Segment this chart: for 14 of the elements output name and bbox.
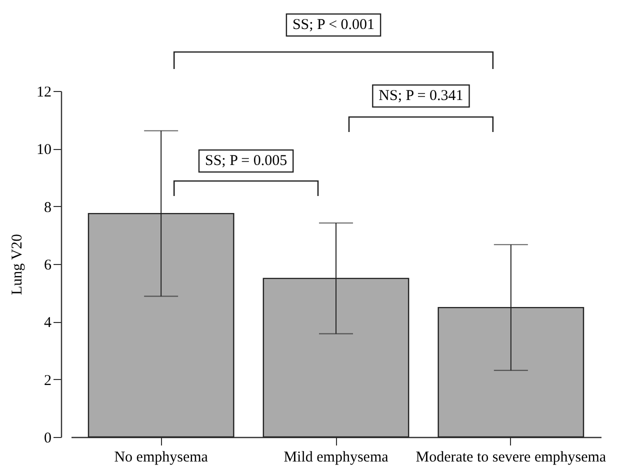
y-axis-title: Lung V20: [10, 234, 26, 295]
text: SS; P < 0.001: [292, 17, 375, 33]
x-tick-label: Moderate to severe emphysema: [416, 450, 606, 466]
y-tick-label: 0: [44, 430, 52, 446]
y-tick-label: 10: [36, 142, 52, 158]
x-tick-label: No emphysema: [114, 450, 208, 466]
y-tick-label: 2: [44, 372, 52, 389]
y-tick-label: 8: [44, 200, 52, 216]
y-tick-label: 6: [44, 258, 52, 274]
y-tick-label: 4: [44, 315, 52, 332]
annotation: NS; P = 0.341: [378, 88, 464, 104]
y-tick-label: 12: [36, 84, 52, 100]
annotation: SS; P = 0.005: [204, 153, 288, 169]
x-tick-label: Mild emphysema: [284, 450, 389, 466]
